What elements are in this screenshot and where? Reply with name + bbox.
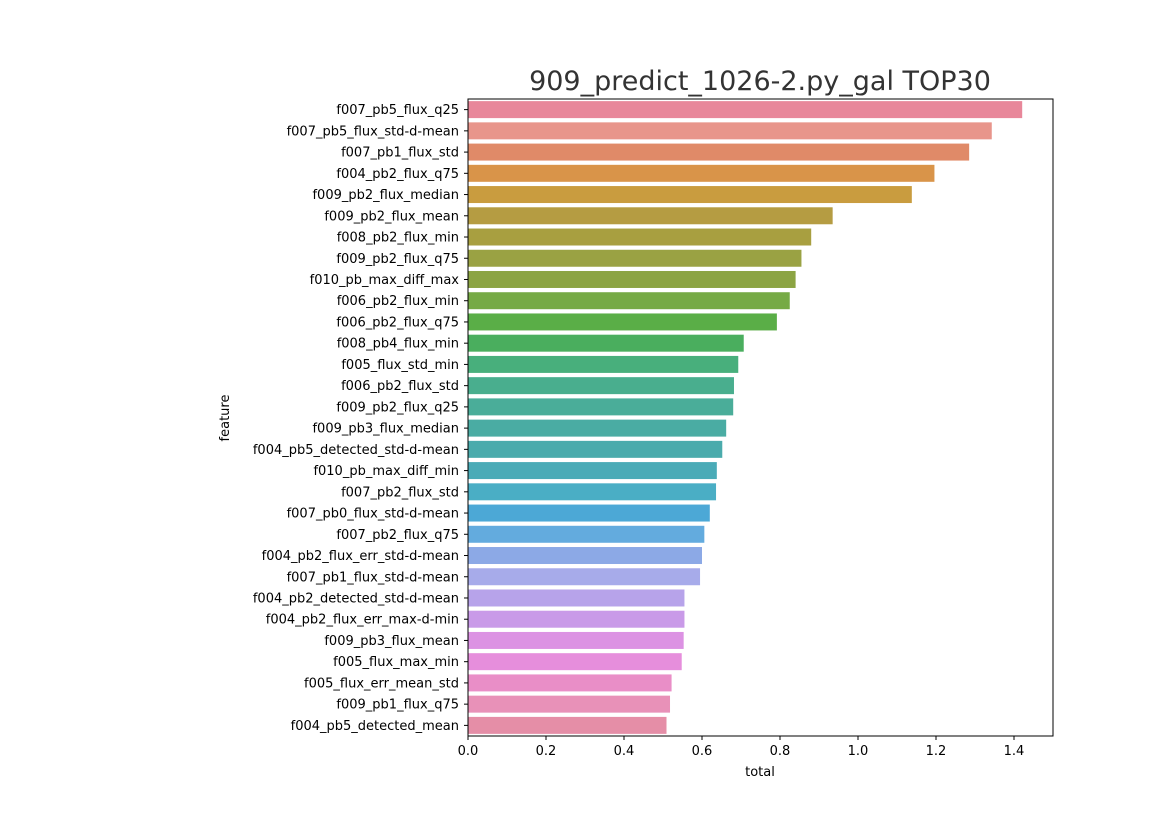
bar-f007_pb1_flux_std-d-mean [468,568,701,586]
bar-f009_pb3_flux_median [468,419,727,437]
bar-f004_pb2_flux_err_std-d-mean [468,547,702,565]
x-axis-label: total [745,765,775,780]
y-tick-label: f009_pb2_flux_median [312,188,459,203]
bar-f010_pb_max_diff_min [468,462,717,480]
bar-f007_pb2_flux_q75 [468,525,705,543]
y-tick-label: f007_pb1_flux_std [341,146,459,161]
y-tick-label: f005_flux_max_min [333,655,459,670]
x-tick-label: 0.4 [614,744,635,759]
y-tick-label: f009_pb3_flux_mean [324,634,459,649]
y-tick-label: f004_pb5_detected_std-d-mean [253,443,459,458]
y-tick-label: f007_pb2_flux_q75 [336,528,459,543]
x-tick-label: 0.0 [458,744,479,759]
bar-f009_pb3_flux_mean [468,631,684,649]
bar-f004_pb5_detected_std-d-mean [468,440,723,458]
y-tick-label: f004_pb2_detected_std-d-mean [253,591,459,606]
bar-f004_pb2_flux_q75 [468,164,935,182]
bar-f006_pb2_flux_std [468,377,734,395]
bar-f007_pb5_flux_std-d-mean [468,122,992,140]
y-tick-label: f009_pb2_flux_mean [324,209,459,224]
chart-title: 909_predict_1026-2.py_gal TOP30 [529,66,991,97]
y-tick-label: f004_pb2_flux_q75 [336,167,459,182]
y-tick-label: f007_pb5_flux_std-d-mean [287,124,459,139]
y-tick-label: f006_pb2_flux_q75 [336,315,459,330]
bar-f009_pb2_flux_median [468,186,912,204]
bar-f007_pb1_flux_std [468,143,970,161]
y-tick-label: f007_pb1_flux_std-d-mean [287,570,459,585]
y-tick-label: f005_flux_err_mean_std [304,676,459,691]
bar-f004_pb2_flux_err_max-d-min [468,610,685,628]
x-tick-label: 1.2 [926,744,947,759]
y-tick-label: f004_pb2_flux_err_std-d-mean [262,549,459,564]
y-tick-label: f006_pb2_flux_std [341,379,459,394]
x-tick-label: 1.4 [1004,744,1025,759]
y-tick-label: f010_pb_max_diff_max [310,273,460,288]
x-axis-ticks: 0.0 0.2 0.4 0.6 0.8 1.0 1.2 1.4 [458,736,1025,759]
y-tick-label: f004_pb5_detected_mean [291,719,459,734]
y-tick-label: f008_pb2_flux_min [337,231,459,246]
y-tick-label: f009_pb2_flux_q25 [336,400,459,415]
x-tick-label: 0.8 [770,744,791,759]
x-tick-label: 1.0 [848,744,869,759]
x-tick-label: 0.2 [536,744,557,759]
bar-f008_pb4_flux_min [468,334,744,352]
bars-layer [468,101,1023,734]
bar-f009_pb2_flux_q25 [468,398,734,416]
y-tick-label: f006_pb2_flux_min [337,294,459,309]
x-tick-label: 0.6 [692,744,713,759]
bar-f004_pb2_detected_std-d-mean [468,589,685,607]
y-tick-label: f008_pb4_flux_min [337,337,459,352]
bar-f007_pb0_flux_std-d-mean [468,504,710,522]
bar-f009_pb2_flux_mean [468,207,833,225]
bar-f009_pb2_flux_q75 [468,249,802,267]
bar-f005_flux_err_mean_std [468,674,672,692]
y-tick-label: f009_pb1_flux_q75 [336,698,459,713]
bar-f006_pb2_flux_min [468,292,790,310]
y-tick-label: f005_flux_std_min [341,358,459,373]
y-tick-label: f007_pb0_flux_std-d-mean [287,507,459,522]
bar-f004_pb5_detected_mean [468,716,667,734]
bar-f009_pb1_flux_q75 [468,695,671,713]
y-tick-labels: f007_pb5_flux_q25 f007_pb5_flux_std-d-mea… [253,103,468,734]
y-tick-label: f009_pb2_flux_q75 [336,252,459,267]
bar-f005_flux_std_min [468,355,739,373]
y-tick-label: f007_pb2_flux_std [341,485,459,500]
bar-f007_pb2_flux_std [468,483,717,501]
y-tick-label: f010_pb_max_diff_min [313,464,459,479]
plot-frame [467,98,1054,737]
bar-f006_pb2_flux_q75 [468,313,777,331]
y-tick-label: f009_pb3_flux_median [312,422,459,437]
y-tick-label: f007_pb5_flux_q25 [336,103,459,118]
y-axis-label: feature [218,395,233,442]
y-tick-label: f004_pb2_flux_err_max-d-min [266,613,459,628]
bar-f008_pb2_flux_min [468,228,812,246]
bar-f010_pb_max_diff_max [468,270,796,288]
bar-f007_pb5_flux_q25 [468,101,1023,119]
bar-f005_flux_max_min [468,653,682,671]
